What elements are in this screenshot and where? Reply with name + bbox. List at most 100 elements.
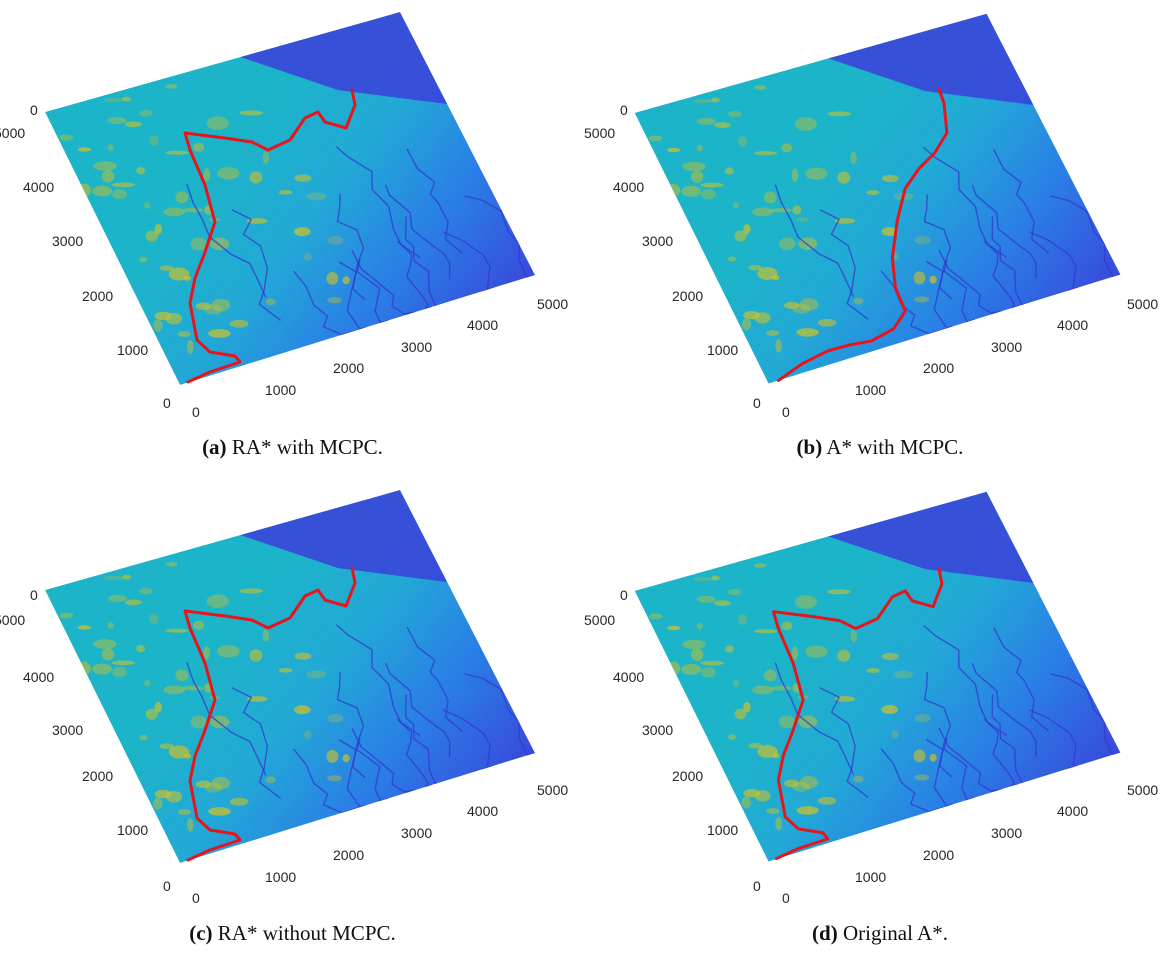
highland-patch (342, 754, 350, 763)
highland-patch (667, 625, 681, 631)
y-tick-2000: 2000 (672, 288, 704, 304)
highland-patch (342, 276, 350, 285)
highland-patch (711, 97, 720, 103)
x-tick-3000: 3000 (401, 339, 433, 355)
y-tick-1000: 1000 (117, 342, 149, 358)
highland-patch (145, 708, 158, 720)
highland-patch (159, 743, 174, 749)
highland-patch (778, 237, 796, 251)
highland-patch (778, 715, 796, 729)
river-line (356, 737, 389, 803)
river-line (971, 184, 1037, 279)
river-line (186, 662, 267, 776)
highland-patch (792, 205, 802, 215)
highland-patch (77, 625, 92, 630)
x-tick-2000: 2000 (333, 360, 365, 376)
x-tick-0: 0 (192, 404, 200, 420)
highland-patch (211, 776, 231, 790)
highland-patch (711, 575, 720, 581)
highland-patch (206, 594, 229, 608)
highland-patch (837, 171, 851, 184)
highland-patch (681, 663, 702, 675)
highland-patch (713, 122, 731, 128)
river-line (923, 194, 953, 300)
highland-patch (249, 171, 263, 184)
highland-patch (700, 660, 724, 666)
highland-patch (817, 796, 837, 805)
highland-patch (192, 142, 205, 152)
x-tick-1000: 1000 (855, 382, 887, 398)
x-tick-4000: 4000 (1057, 317, 1089, 333)
x-tick-5000: 5000 (537, 782, 569, 798)
highland-patch (741, 796, 752, 809)
highland-patch (154, 224, 163, 235)
highland-patch (327, 297, 342, 304)
highland-patch (190, 715, 208, 729)
x-tick-5000: 5000 (1127, 782, 1159, 798)
panel-d: 0 1000 2000 3000 4000 5000 0 0 1000 2000… (584, 478, 1170, 956)
highland-patch (732, 679, 739, 687)
highland-patch (154, 702, 163, 713)
river-line (943, 736, 976, 802)
highland-patch (103, 575, 125, 581)
x-tick-0: 0 (782, 404, 790, 420)
highland-patch (249, 649, 263, 662)
highland-patch (217, 645, 240, 658)
highland-patch (217, 167, 240, 180)
highland-patch (929, 275, 937, 284)
y-tick-2000: 2000 (672, 768, 704, 784)
highland-patch (186, 817, 194, 832)
highland-patch (728, 734, 737, 740)
highland-patch (805, 167, 828, 180)
planned-path (771, 567, 944, 861)
x-tick-4000: 4000 (467, 803, 499, 819)
highland-patch (752, 207, 774, 217)
highland-patch (775, 338, 782, 353)
highland-patch (727, 588, 742, 596)
terrain-plot-b (634, 13, 1121, 384)
x-tick-3000: 3000 (991, 339, 1023, 355)
y-tick-5000: 5000 (0, 612, 26, 628)
highland-patch (165, 313, 183, 325)
caption-text: Original A*. (842, 921, 948, 945)
highland-patch (754, 85, 767, 90)
y-tick-0: 0 (753, 878, 761, 894)
highland-patch (149, 135, 159, 147)
highland-patch (107, 116, 127, 124)
highland-patch (770, 685, 792, 691)
highland-patch (827, 111, 851, 117)
planned-path (183, 88, 357, 384)
river-line (774, 184, 855, 297)
highland-patch (700, 182, 724, 188)
y-tick-2000: 2000 (82, 288, 114, 304)
z-tick-0: 0 (620, 102, 628, 118)
highland-patch (881, 705, 899, 715)
highland-patch (727, 110, 742, 118)
highland-patch (681, 185, 702, 197)
highland-patch (278, 189, 293, 195)
highland-patch (724, 167, 734, 175)
highland-patch (766, 330, 780, 336)
highland-patch (794, 117, 817, 131)
highland-patch (107, 594, 127, 602)
highland-patch (666, 661, 681, 676)
terrain-surface (45, 490, 535, 863)
highland-patch (696, 117, 716, 125)
highland-patch (107, 144, 114, 152)
highland-patch (183, 753, 192, 759)
highland-patch (853, 297, 864, 305)
z-tick-0: 0 (30, 102, 38, 118)
valley-region (240, 12, 448, 105)
highland-patch (138, 109, 153, 117)
highland-patch (175, 669, 189, 682)
highland-patch (77, 183, 91, 197)
highland-patch (59, 134, 74, 141)
y-tick-0: 0 (163, 878, 171, 894)
highland-patch (799, 298, 819, 311)
highland-patch (754, 312, 771, 324)
river-line (993, 149, 1050, 254)
highland-patch (914, 713, 931, 723)
x-tick-1000: 1000 (265, 869, 297, 885)
river-line (991, 216, 1024, 306)
y-tick-1000: 1000 (707, 342, 739, 358)
